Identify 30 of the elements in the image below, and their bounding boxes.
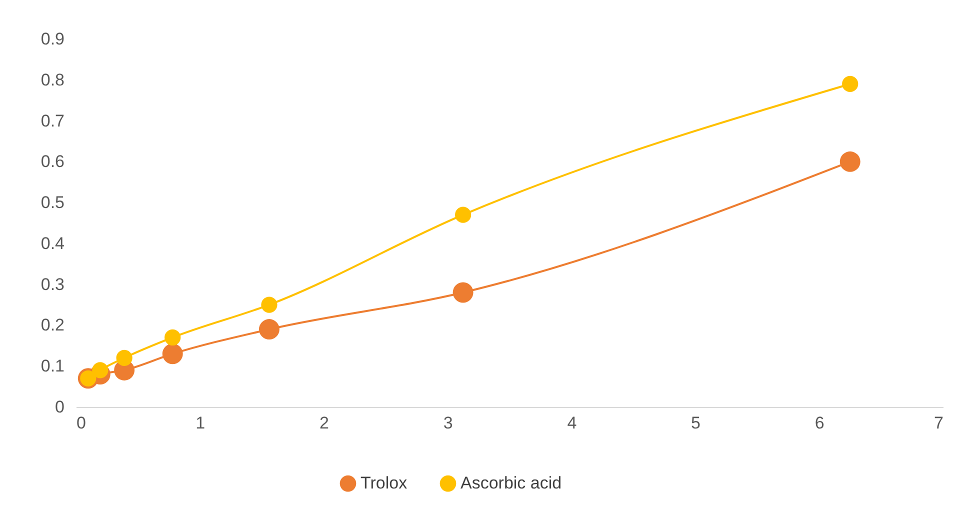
point — [452, 282, 474, 303]
legend-label: Trolox — [360, 474, 408, 493]
y-tick-label: 0.8 — [40, 70, 64, 90]
y-tick-label: 0.4 — [40, 234, 64, 253]
y-tick-label: 0.1 — [40, 356, 64, 376]
x-tick-label: 6 — [814, 414, 824, 432]
point — [92, 362, 108, 378]
point — [840, 151, 860, 172]
point — [164, 329, 181, 346]
y-tick-label: 0.5 — [40, 193, 64, 212]
x-tick-label: 3 — [443, 414, 453, 432]
point — [842, 76, 858, 92]
point — [258, 319, 280, 340]
point — [454, 206, 472, 223]
point — [162, 344, 183, 364]
point — [116, 350, 132, 366]
x-tick-label: 1 — [196, 414, 206, 432]
y-tick-label: 0.2 — [40, 316, 64, 335]
y-tick-label: 0.3 — [40, 274, 64, 294]
legend-label: Ascorbic acid — [460, 474, 562, 493]
x-tick-label: 7 — [934, 414, 944, 432]
y-tick-label: 0.9 — [40, 30, 64, 48]
x-tick-label: 0 — [76, 414, 86, 432]
point — [261, 296, 278, 313]
y-tick-label: 0 — [55, 398, 64, 416]
y-tick-label: 0.7 — [40, 111, 64, 130]
y-tick-label: 0.6 — [40, 152, 64, 172]
x-tick-label: 2 — [319, 414, 329, 432]
x-tick-label: 4 — [567, 414, 577, 432]
x-tick-label: 5 — [691, 414, 701, 432]
